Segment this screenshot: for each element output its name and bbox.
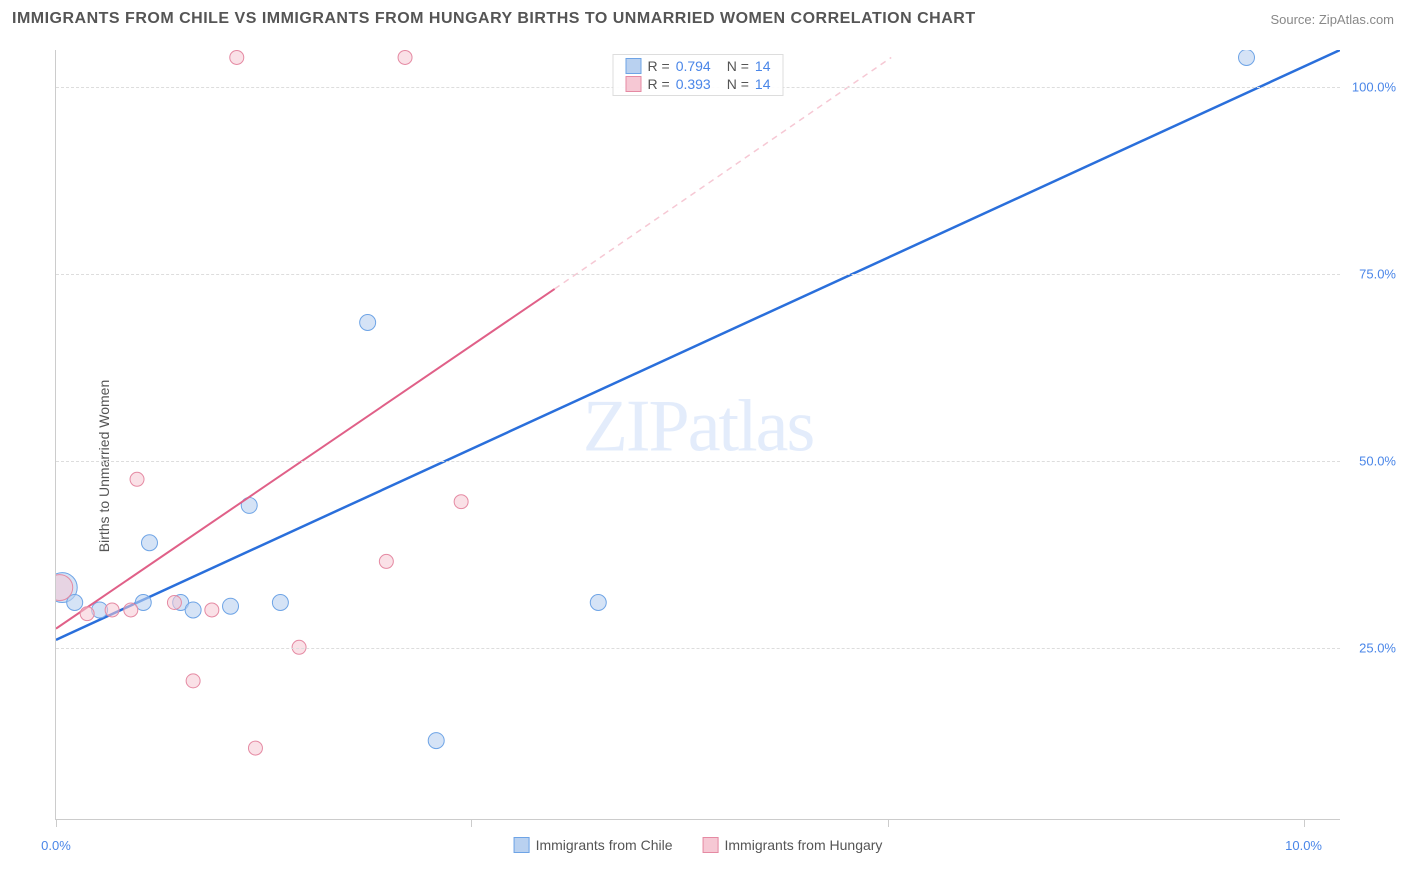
data-point xyxy=(272,594,288,610)
data-point xyxy=(230,50,244,64)
legend-swatch xyxy=(514,837,530,853)
x-tick xyxy=(888,819,889,827)
series-legend-item: Immigrants from Hungary xyxy=(702,837,882,853)
correlation-legend-row: R = 0.794 N = 14 xyxy=(614,57,783,75)
plot-svg xyxy=(56,50,1340,819)
n-value: 14 xyxy=(755,58,771,74)
gridline xyxy=(56,274,1340,275)
trend-line xyxy=(56,289,555,629)
x-tick xyxy=(1304,819,1305,827)
n-label: N = xyxy=(727,76,749,92)
data-point xyxy=(379,554,393,568)
chart-header: IMMIGRANTS FROM CHILE VS IMMIGRANTS FROM… xyxy=(12,10,1394,28)
data-point xyxy=(185,602,201,618)
correlation-legend-row: R = 0.393 N = 14 xyxy=(614,75,783,93)
data-point xyxy=(142,535,158,551)
plot-area: ZIPatlas R =0.794N =14R =0.393N =14 Immi… xyxy=(55,50,1340,820)
data-point xyxy=(167,595,181,609)
y-tick-label: 50.0% xyxy=(1359,454,1396,469)
data-point xyxy=(454,495,468,509)
r-label: R = xyxy=(648,58,670,74)
y-tick-label: 100.0% xyxy=(1352,80,1396,95)
series-legend-label: Immigrants from Hungary xyxy=(724,837,882,853)
data-point xyxy=(205,603,219,617)
data-point xyxy=(360,315,376,331)
x-tick-label: 10.0% xyxy=(1285,838,1322,853)
chart-area: Births to Unmarried Women ZIPatlas R =0.… xyxy=(0,40,1406,892)
correlation-legend: R = 0.794 N = 14 R = 0.393 N = 14 xyxy=(613,54,784,96)
trend-line xyxy=(56,50,1340,640)
series-legend-label: Immigrants from Chile xyxy=(536,837,673,853)
data-point xyxy=(80,607,94,621)
source-label: Source: ZipAtlas.com xyxy=(1270,12,1394,27)
data-point xyxy=(1239,50,1255,65)
r-value: 0.794 xyxy=(676,58,711,74)
legend-swatch xyxy=(626,58,642,74)
data-point xyxy=(590,594,606,610)
legend-swatch xyxy=(702,837,718,853)
data-point xyxy=(428,733,444,749)
x-tick-label: 0.0% xyxy=(41,838,71,853)
data-point xyxy=(124,603,138,617)
n-value: 14 xyxy=(755,76,771,92)
data-point xyxy=(223,598,239,614)
y-tick-label: 25.0% xyxy=(1359,641,1396,656)
legend-swatch xyxy=(626,76,642,92)
gridline xyxy=(56,648,1340,649)
chart-title: IMMIGRANTS FROM CHILE VS IMMIGRANTS FROM… xyxy=(12,10,976,28)
series-legend-item: Immigrants from Chile xyxy=(514,837,673,853)
series-legend: Immigrants from Chile Immigrants from Hun… xyxy=(514,837,883,853)
r-label: R = xyxy=(648,76,670,92)
x-tick xyxy=(56,819,57,827)
y-tick-label: 75.0% xyxy=(1359,267,1396,282)
data-point xyxy=(398,50,412,64)
gridline xyxy=(56,461,1340,462)
data-point xyxy=(186,674,200,688)
data-point xyxy=(248,741,262,755)
n-label: N = xyxy=(727,58,749,74)
r-value: 0.393 xyxy=(676,76,711,92)
data-point xyxy=(130,472,144,486)
data-point xyxy=(105,603,119,617)
x-tick xyxy=(471,819,472,827)
